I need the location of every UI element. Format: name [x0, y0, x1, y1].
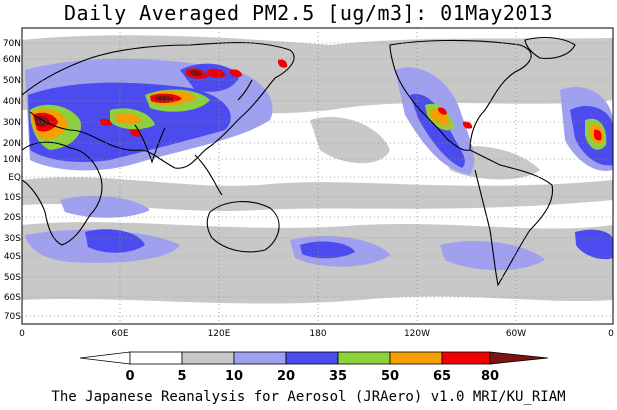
lat-label: 20S	[4, 213, 21, 223]
longitude-labels: 0 60E 120E 180 120W 60W 0	[19, 329, 614, 339]
colorbar-label: 0	[125, 369, 134, 384]
colorbar-label: 65	[433, 369, 451, 384]
lat-label: 70S	[4, 312, 21, 322]
colorbar-labels: 0 5 10 20 35 50 65 80	[125, 369, 499, 384]
lat-label: 30N	[3, 118, 21, 128]
colorbar-segment-10-20	[233, 351, 287, 365]
lat-label: 60S	[4, 293, 21, 303]
lat-label: 50S	[4, 273, 21, 283]
colorbar-label: 80	[481, 369, 499, 384]
lon-label: 60E	[111, 329, 128, 339]
colorbar-segment-over-80	[489, 351, 549, 365]
lon-label: 0	[608, 329, 614, 339]
colorbar-segment-20-35	[285, 351, 339, 365]
colorbar-label: 50	[381, 369, 399, 384]
map-frame	[21, 27, 614, 325]
colorbar-segment-65-80	[441, 351, 491, 365]
lat-label: 30S	[4, 234, 21, 244]
colorbar-segment-35-50	[337, 351, 391, 365]
lat-label: 40S	[4, 252, 21, 262]
lat-label: 70N	[3, 39, 21, 49]
lat-label: 10N	[3, 155, 21, 165]
colorbar-segment-under-0	[79, 351, 131, 365]
lat-label: 60N	[3, 55, 21, 65]
pm25-field	[22, 28, 613, 324]
map-title: Daily Averaged PM2.5 [ug/m3]: 01May2013	[63, 1, 554, 25]
coastlines	[22, 36, 576, 287]
footer-credit: The Japanese Reanalysis for Aerosol (JRA…	[51, 389, 566, 405]
colorbar	[79, 351, 549, 365]
lat-label: 10S	[4, 193, 21, 203]
lat-label: 40N	[3, 97, 21, 107]
lon-label: 180	[309, 329, 326, 339]
colorbar-label: 5	[177, 369, 186, 384]
lon-label: 120W	[404, 329, 430, 339]
latitude-labels: 70N 60N 50N 40N 30N 20N 10N EQ 10S 20S 3…	[3, 39, 21, 322]
lon-label: 0	[19, 329, 25, 339]
lat-label: EQ	[8, 173, 21, 183]
colorbar-label: 20	[277, 369, 295, 384]
lon-label: 60W	[506, 329, 526, 339]
colorbar-label: 35	[329, 369, 347, 384]
lon-label: 120E	[208, 329, 231, 339]
lat-label: 50N	[3, 76, 21, 86]
pm25-band-over-80	[34, 70, 202, 127]
graticule	[22, 28, 613, 324]
colorbar-segment-5-10	[181, 351, 235, 365]
colorbar-segment-50-65	[389, 351, 443, 365]
colorbar-segment-0-5	[129, 351, 183, 365]
lat-label: 20N	[3, 139, 21, 149]
colorbar-label: 10	[225, 369, 243, 384]
